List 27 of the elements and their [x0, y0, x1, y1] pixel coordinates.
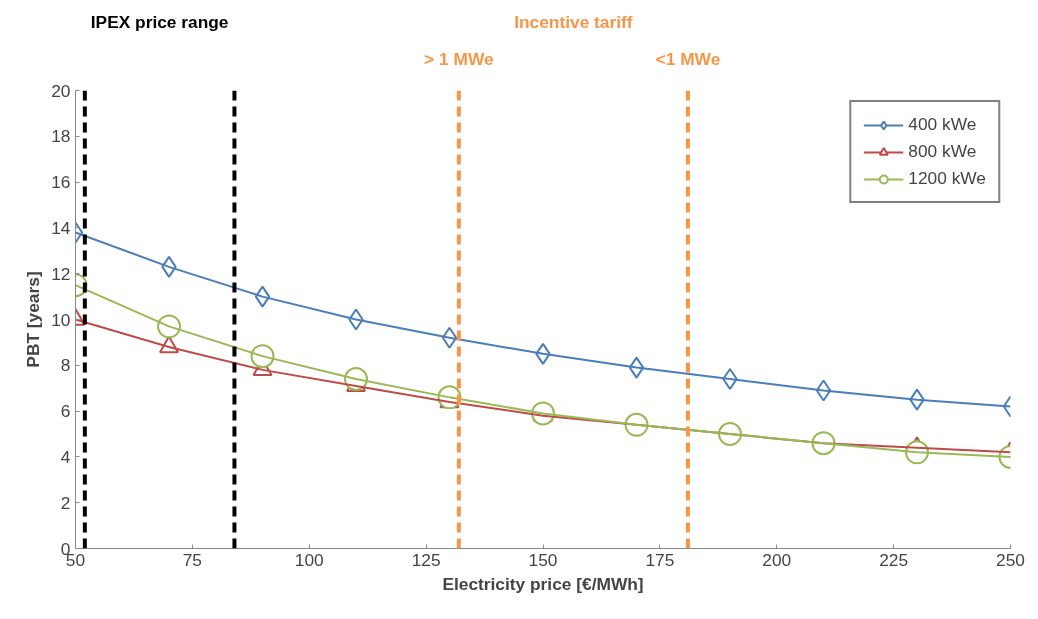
x-tick-label: 75	[182, 549, 203, 570]
legend-label: 800 kWe	[908, 141, 977, 162]
y-tick-label: 20	[51, 80, 71, 101]
y-tick-label: 14	[51, 217, 71, 238]
y-tick-label: 10	[51, 309, 71, 330]
x-tick-label: 200	[762, 549, 792, 570]
y-tick-label: 16	[51, 172, 71, 193]
x-tick-label: 125	[411, 549, 441, 570]
text: IPEX price range	[90, 12, 229, 33]
y-tick-label: 18	[51, 126, 71, 147]
y-axis-title: PBT [years]	[23, 271, 44, 368]
y-tick-label: 6	[60, 401, 71, 422]
x-tick-label: 150	[528, 549, 558, 570]
ref-line-label: <1 MWe	[655, 49, 721, 69]
legend-label: 1200 kWe	[908, 168, 986, 189]
y-tick-label: 4	[60, 446, 71, 467]
x-tick-label: 250	[996, 549, 1025, 570]
x-tick-label: 175	[645, 549, 675, 570]
x-tick-label: 100	[294, 549, 324, 570]
y-tick-label: 8	[60, 355, 71, 376]
y-tick-label: 2	[60, 492, 71, 513]
x-tick-label: 225	[879, 549, 909, 570]
text: Incentive tariff	[514, 12, 633, 33]
y-tick-label: 12	[51, 263, 71, 284]
legend-label: 400 kWe	[908, 114, 977, 135]
x-axis-title: Electricity price [€/MWh]	[442, 573, 644, 594]
ref-line-label: > 1 MWe	[424, 49, 494, 69]
